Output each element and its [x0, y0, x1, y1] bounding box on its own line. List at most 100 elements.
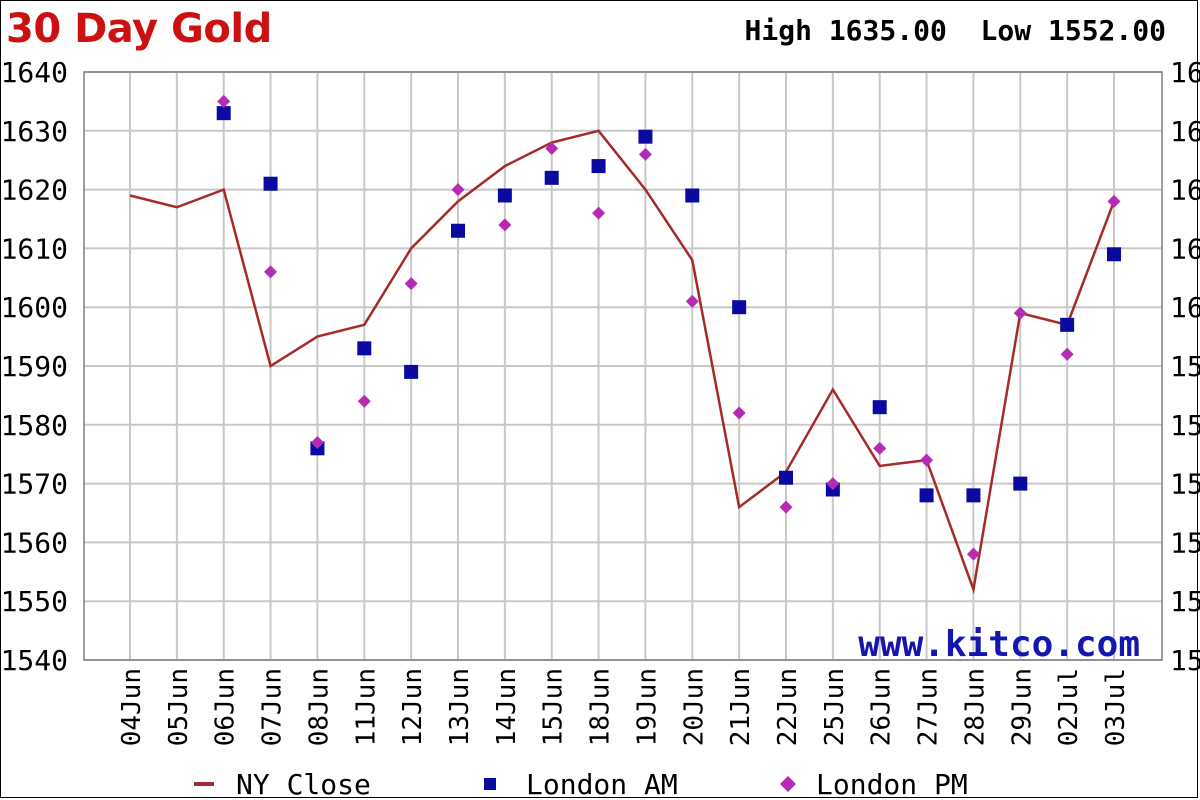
legend-london-am-label: London AM — [526, 768, 678, 800]
series-layer — [129, 94, 1121, 595]
y-tick-label-right: 15 — [1170, 644, 1200, 677]
y-tick-label-left: 1610 — [1, 232, 68, 265]
y-tick-label-right: 16 — [1170, 232, 1200, 265]
y-tick-label-left: 1640 — [1, 56, 68, 89]
chart-title: 30 Day Gold — [6, 6, 272, 52]
london-pm-point — [1060, 347, 1074, 361]
y-tick-label-right: 16 — [1170, 56, 1200, 89]
legend-london-pm-label: London PM — [816, 768, 968, 800]
y-axis-right: 15 15 15 15 15 15 16 16 16 16 16 — [1170, 56, 1200, 677]
y-tick-label-left: 1600 — [1, 291, 68, 324]
x-tick-label: 08Jun — [304, 668, 334, 746]
london-am-point — [872, 400, 887, 415]
watermark-text: www.kitco.com — [858, 624, 1140, 665]
high-label: High — [744, 14, 812, 47]
london-pm-point — [685, 294, 699, 308]
x-tick-label: 13Jun — [445, 668, 475, 746]
x-tick-label: 26Jun — [867, 668, 897, 746]
london-am-point — [497, 188, 512, 203]
london-pm-point — [357, 394, 371, 408]
x-tick-label: 12Jun — [398, 668, 428, 746]
y-tick-label-right: 15 — [1170, 350, 1200, 383]
london-pm-point — [826, 477, 840, 491]
x-tick-label: 15Jun — [539, 668, 569, 746]
london-pm-point — [732, 406, 746, 420]
x-tick-label: 03Jul — [1101, 668, 1131, 746]
x-tick-label: 11Jun — [351, 668, 381, 746]
x-tick-label: 07Jun — [258, 668, 288, 746]
y-tick-label-left: 1570 — [1, 468, 68, 501]
london-pm-point — [310, 435, 324, 449]
legend: NY Close London AM London PM — [194, 768, 968, 800]
london-am-point — [216, 106, 231, 121]
y-tick-label-right: 15 — [1170, 468, 1200, 501]
london-pm-point — [1013, 306, 1027, 320]
x-tick-label: 21Jun — [726, 668, 756, 746]
london-am-point — [779, 470, 793, 485]
legend-london-am-swatch — [484, 778, 496, 790]
y-tick-label-right: 16 — [1170, 291, 1200, 324]
plot-area-border — [83, 71, 1163, 661]
x-tick-label: 14Jun — [492, 668, 522, 746]
london-pm-point — [264, 265, 278, 279]
london-am-point — [919, 488, 934, 503]
y-axis-left: 1540 1550 1560 1570 1580 1590 1600 1610 1620 1630… — [1, 56, 68, 677]
london-pm-point — [217, 94, 231, 108]
london-am-point — [544, 170, 559, 185]
x-tick-label: 06Jun — [211, 668, 241, 746]
legend-london-pm-swatch — [780, 776, 796, 792]
london-am-point — [1060, 317, 1075, 332]
london-am-point — [638, 129, 653, 144]
x-tick-label: 25Jun — [820, 668, 850, 746]
x-tick-label: 28Jun — [960, 668, 990, 746]
y-tick-label-right: 15 — [1170, 409, 1200, 442]
x-tick-label: 19Jun — [632, 668, 662, 746]
ny-close-line — [129, 129, 1116, 595]
y-tick-label-left: 1540 — [1, 644, 68, 677]
y-tick-label-left: 1630 — [1, 115, 68, 148]
london-pm-point — [638, 147, 652, 161]
london-am-point — [685, 188, 700, 203]
x-tick-label: 29Jun — [1007, 668, 1037, 746]
x-axis: 04Jun 05Jun 06Jun 07Jun 08Jun 11Jun 12Jun 13Jun… — [117, 668, 1131, 746]
london-am-point — [263, 176, 278, 191]
london-pm-point — [1107, 194, 1121, 208]
london-am-point — [451, 223, 465, 238]
low-value: 1552.00 — [1047, 14, 1166, 47]
x-tick-label: 02Jul — [1054, 668, 1084, 746]
london-pm-point — [592, 206, 606, 220]
london-pm-point — [404, 277, 418, 291]
london-am-point — [357, 341, 372, 356]
legend-ny-close-label: NY Close — [236, 768, 371, 800]
x-tick-label: 18Jun — [586, 668, 616, 746]
london-pm-point — [966, 547, 980, 561]
y-tick-label-left: 1590 — [1, 350, 68, 383]
y-tick-label-left: 1620 — [1, 174, 68, 207]
london-am-point — [1013, 476, 1028, 491]
low-label: Low — [980, 14, 1032, 47]
london-pm-point — [779, 500, 793, 514]
y-tick-label-right: 15 — [1170, 526, 1200, 559]
x-tick-label: 27Jun — [914, 668, 944, 746]
x-tick-label: 04Jun — [117, 668, 147, 746]
london-am-point — [732, 300, 747, 315]
high-value: 1635.00 — [828, 14, 947, 47]
london-pm-point — [873, 441, 887, 455]
y-tick-label-left: 1580 — [1, 409, 68, 442]
y-tick-label-left: 1560 — [1, 526, 68, 559]
london-pm-point — [451, 183, 465, 197]
london-pm-point — [498, 218, 512, 232]
london-pm-point — [545, 141, 559, 155]
high-low-summary: High 1635.00 Low 1552.00 — [745, 14, 1166, 47]
y-tick-label-right: 16 — [1170, 115, 1200, 148]
y-tick-label-right: 15 — [1170, 585, 1200, 618]
london-am-point — [591, 159, 606, 174]
london-am-point — [966, 488, 981, 503]
x-tick-label: 20Jun — [679, 668, 709, 746]
x-tick-label: 22Jun — [773, 668, 803, 746]
london-am-point — [1107, 247, 1121, 262]
london-am-point — [404, 364, 419, 379]
x-tick-label: 05Jun — [164, 668, 194, 746]
